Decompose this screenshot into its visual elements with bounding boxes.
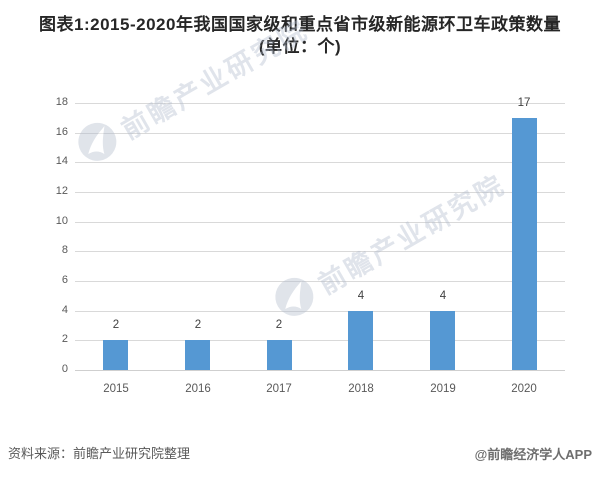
bar-2020 bbox=[512, 118, 537, 370]
y-tick-label: 4 bbox=[61, 304, 68, 316]
gridline bbox=[75, 133, 565, 134]
gridline bbox=[75, 222, 565, 223]
bar-2019 bbox=[430, 311, 455, 370]
qianzhan-logo-icon bbox=[70, 115, 127, 174]
gridline bbox=[75, 162, 565, 163]
y-tick-label: 0 bbox=[61, 363, 68, 375]
bar-2017 bbox=[267, 340, 292, 370]
gridline bbox=[75, 311, 565, 312]
value-label-2020: 17 bbox=[517, 97, 531, 109]
y-tick-label: 10 bbox=[55, 215, 68, 227]
bar-2016 bbox=[185, 340, 210, 370]
value-label-2018: 4 bbox=[357, 290, 365, 302]
gridline bbox=[75, 103, 565, 104]
chart-title-line1: 图表1:2015-2020年我国国家级和重点省市级新能源环卫车政策数量 bbox=[39, 15, 561, 34]
chart-title-line2: (单位：个) bbox=[258, 37, 342, 56]
x-tick-label-2020: 2020 bbox=[511, 383, 537, 395]
gridline bbox=[75, 251, 565, 252]
x-tick-label-2018: 2018 bbox=[348, 383, 374, 395]
value-label-2019: 4 bbox=[439, 290, 447, 302]
value-label-2015: 2 bbox=[112, 319, 120, 331]
y-tick-label: 16 bbox=[55, 126, 68, 138]
y-tick-label: 14 bbox=[55, 155, 68, 167]
y-tick-label: 6 bbox=[61, 274, 68, 286]
bar-2018 bbox=[348, 311, 373, 370]
source-note: 资料来源：前瞻产业研究院整理 bbox=[8, 446, 191, 461]
brand-note: @前瞻经济学人APP bbox=[474, 447, 592, 462]
watermark-center: 前瞻产业研究院 bbox=[267, 161, 513, 329]
x-axis-line bbox=[75, 370, 565, 371]
gridline bbox=[75, 340, 565, 341]
value-label-2017: 2 bbox=[275, 319, 283, 331]
y-tick-label: 18 bbox=[55, 96, 68, 108]
y-tick-label: 8 bbox=[61, 244, 68, 256]
x-tick-label-2019: 2019 bbox=[430, 383, 456, 395]
y-tick-label: 12 bbox=[55, 185, 68, 197]
bar-2015 bbox=[103, 340, 128, 370]
x-tick-label-2016: 2016 bbox=[185, 383, 211, 395]
value-label-2016: 2 bbox=[194, 319, 202, 331]
y-tick-label: 2 bbox=[61, 333, 68, 345]
x-tick-label-2015: 2015 bbox=[103, 383, 129, 395]
gridline bbox=[75, 192, 565, 193]
gridline bbox=[75, 281, 565, 282]
x-tick-label-2017: 2017 bbox=[266, 383, 292, 395]
